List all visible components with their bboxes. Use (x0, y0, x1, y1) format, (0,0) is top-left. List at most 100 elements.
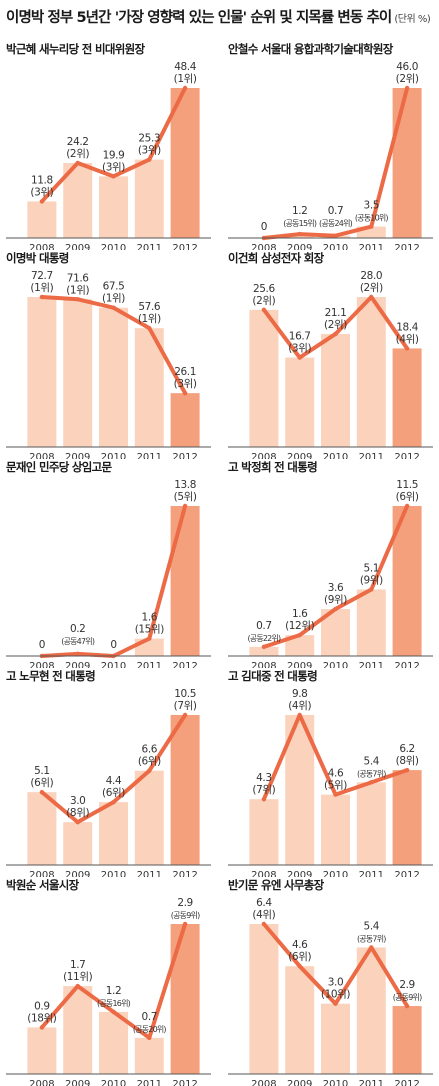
bar (356, 226, 386, 238)
tick-label: 2008 (251, 1079, 276, 1086)
value-label: 5.4 (364, 920, 380, 932)
rank-label: (7위) (174, 699, 197, 712)
value-label: 28.0 (360, 270, 382, 282)
rank-label: (15위) (135, 623, 165, 636)
rank-label: (12위) (285, 619, 315, 632)
tick-label: 2009 (287, 870, 312, 877)
rank-label: (3위) (174, 377, 197, 390)
rank-label: (공동47위) (61, 637, 95, 646)
data-point (147, 636, 152, 641)
data-point (75, 160, 80, 166)
page-title: 이명박 정부 5년간 '가장 영향력 있는 인물' 순위 및 지목률 변동 추이 (6, 10, 392, 26)
value-label: 13.8 (174, 479, 196, 491)
bar (27, 297, 57, 447)
panel-2: 안철수 서울대 융합과학기술대학원장 0 1.2 (공동15위) 0.7 (공동24위) 3… (228, 42, 433, 250)
tick-label: 2010 (323, 1079, 348, 1086)
data-point (333, 606, 338, 612)
value-label: 1.2 (106, 985, 122, 997)
data-point (261, 796, 267, 802)
data-point (147, 157, 152, 162)
data-point (404, 503, 410, 509)
rank-label: (1위) (138, 312, 161, 325)
tick-label: 2012 (172, 661, 197, 668)
tick-label: 2010 (101, 452, 126, 459)
data-point (261, 644, 267, 650)
rank-label: (10위) (321, 988, 351, 1001)
panel-title: 이명박 대통령 (6, 251, 69, 265)
value-label: 11.5 (396, 479, 418, 491)
panel-title: 이건희 삼성전자 회장 (228, 251, 325, 265)
data-point (333, 233, 338, 238)
tick-label: 2009 (65, 452, 90, 459)
value-label: 0.9 (34, 1000, 50, 1012)
bar (285, 357, 315, 447)
panel-10: 반기문 유엔 사무총장 6.4(4위) 4.6(6위) 3.0(10위) 5.4 (공동7… (228, 878, 433, 1086)
data-point (404, 1003, 410, 1009)
data-point (75, 819, 80, 825)
panel-title: 고 박정희 전 대통령 (228, 460, 317, 474)
bar (99, 307, 128, 447)
rank-label: (3위) (30, 185, 53, 198)
tick-label: 2011 (359, 452, 384, 459)
tick-label: 2012 (394, 243, 419, 250)
rank-label: (공동9위) (171, 911, 200, 920)
data-point (39, 199, 45, 204)
tick-label: 2009 (287, 452, 312, 459)
data-point (369, 945, 374, 950)
value-label: 6.2 (399, 743, 415, 755)
tick-label: 2009 (65, 1079, 90, 1086)
bar (392, 1006, 422, 1074)
data-point (75, 983, 80, 989)
tick-label: 2010 (101, 870, 126, 877)
value-label: 57.6 (138, 301, 160, 313)
rank-label: (공동10위) (355, 214, 389, 223)
tick-label: 2012 (172, 870, 197, 877)
bar (249, 646, 279, 656)
tick-label: 2012 (394, 870, 419, 877)
tick-label: 2010 (101, 1079, 126, 1086)
rank-label: (3위) (138, 144, 161, 157)
value-label: 18.4 (396, 321, 418, 333)
bar (356, 947, 386, 1074)
rank-label: (1위) (30, 281, 53, 294)
tick-label: 2012 (172, 1079, 197, 1086)
tick-label: 2010 (323, 661, 348, 668)
value-label: 1.6 (292, 608, 308, 620)
value-label: 4.4 (106, 775, 122, 787)
header: 이명박 정부 5년간 '가장 영향력 있는 인물' 순위 및 지목률 변동 추이… (6, 6, 436, 36)
data-point (182, 503, 188, 509)
tick-label: 2009 (65, 870, 90, 877)
tick-label: 2008 (29, 243, 54, 250)
bar (134, 159, 164, 238)
rank-label: (5위) (174, 490, 197, 503)
rank-label: (1위) (174, 72, 197, 85)
value-label: 1.6 (142, 612, 158, 624)
rank-label: (2위) (360, 281, 383, 294)
data-point (369, 294, 374, 300)
data-point (182, 390, 188, 396)
value-label: 4.3 (256, 772, 272, 784)
rank-label: (18위) (27, 1011, 57, 1024)
data-point (147, 768, 152, 773)
data-point (147, 1035, 152, 1040)
rank-label: (6위) (138, 755, 161, 768)
bar (99, 802, 128, 865)
value-label: 25.6 (253, 283, 275, 295)
bar (392, 348, 422, 447)
value-label: 3.0 (70, 795, 86, 807)
value-label: 3.6 (328, 582, 344, 594)
data-point (39, 294, 45, 300)
tick-label: 2009 (65, 661, 90, 668)
value-label: 46.0 (396, 61, 418, 73)
value-label: 5.4 (364, 755, 380, 767)
value-label: 25.3 (138, 133, 160, 145)
bar (392, 88, 422, 238)
value-label: 0 (110, 639, 116, 651)
panel-title: 문재인 민주당 상임고문 (6, 460, 113, 474)
bar (356, 297, 386, 447)
tick-label: 2011 (137, 452, 162, 459)
value-label: 0 (261, 221, 267, 233)
value-label: 11.8 (31, 174, 53, 186)
value-label: 0.7 (142, 1011, 158, 1023)
